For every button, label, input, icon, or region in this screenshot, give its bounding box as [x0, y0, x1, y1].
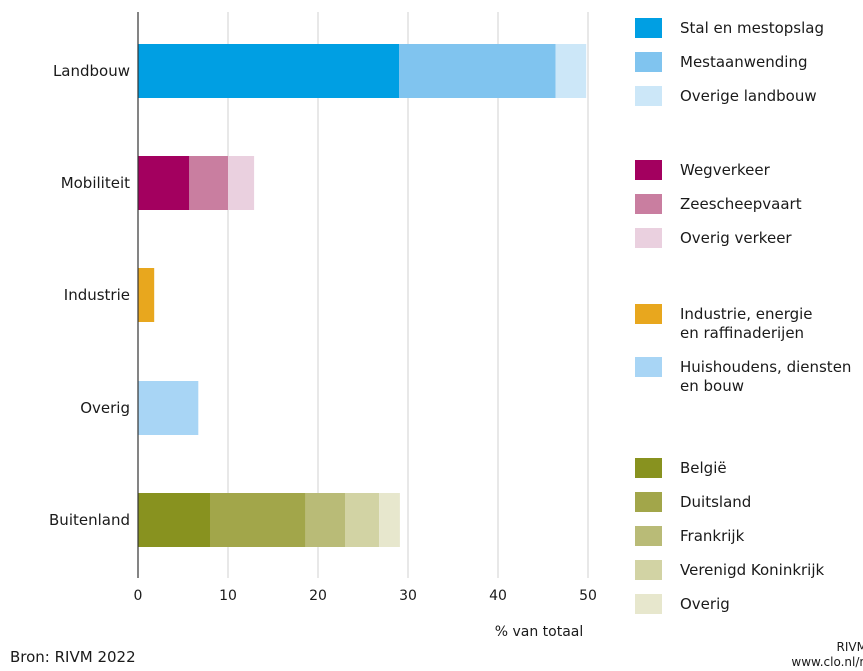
x-tick-20: 20: [309, 588, 327, 604]
legend-label-industrie-energie-en-raffinaderijen: Industrie, energie: [680, 305, 813, 323]
legend-label-overig: Overig: [680, 595, 730, 613]
legend-swatch-overig: [635, 594, 662, 614]
bar-buitenland-overig: [379, 493, 400, 547]
category-labels: Landbouw Mobiliteit Industrie Overig Buitenl…: [49, 62, 130, 529]
category-label-industrie: Industrie: [64, 286, 130, 304]
legend-swatch-stal-en-mestopslag: [635, 18, 662, 38]
legend-label-industrie-energie-en-raffinaderijen-line2: en raffinaderijen: [680, 324, 804, 342]
category-label-mobiliteit: Mobiliteit: [61, 174, 130, 192]
x-tick-labels: 0 10 20 30 40 50: [134, 588, 597, 604]
legend: Stal en mestopslag Mestaanwending Overige …: [635, 18, 851, 614]
category-label-buitenland: Buitenland: [49, 511, 130, 529]
x-axis-title: % van totaal: [495, 624, 584, 640]
legend-label-frankrijk: Frankrijk: [680, 527, 745, 545]
legend-swatch-frankrijk: [635, 526, 662, 546]
bar-buitenland-belgie: [138, 493, 210, 547]
legend-label-huishoudens-diensten-en-bouw: Huishoudens, diensten: [680, 358, 851, 376]
bar-overig-huishoudens-diensten-en-bouw: [138, 381, 199, 435]
legend-swatch-huishoudens-diensten-en-bouw: [635, 357, 662, 377]
bar-buitenland-verenigd-koninkrijk: [345, 493, 380, 547]
legend-swatch-verenigd-koninkrijk: [635, 560, 662, 580]
grid-lines: [227, 12, 589, 578]
category-label-landbouw: Landbouw: [53, 62, 130, 80]
legend-label-huishoudens-diensten-en-bouw-line2: en bouw: [680, 377, 744, 395]
bar-landbouw-overige-landbouw: [555, 44, 587, 98]
category-label-overig: Overig: [80, 399, 130, 417]
x-tick-30: 30: [399, 588, 417, 604]
bar-mobiliteit-overig-verkeer: [228, 156, 255, 210]
legend-label-mestaanwending: Mestaanwending: [680, 53, 807, 71]
legend-label-zeescheepvaart: Zeescheepvaart: [680, 195, 802, 213]
legend-swatch-zeescheepvaart: [635, 194, 662, 214]
x-tick-0: 0: [134, 588, 143, 604]
x-tick-40: 40: [489, 588, 507, 604]
legend-swatch-overige-landbouw: [635, 86, 662, 106]
bar-mobiliteit-zeescheepvaart: [189, 156, 228, 210]
bar-mobiliteit-wegverkeer: [138, 156, 190, 210]
bar-buitenland-duitsland: [210, 493, 306, 547]
legend-label-wegverkeer: Wegverkeer: [680, 161, 771, 179]
bar-landbouw-mestaanwending: [399, 44, 556, 98]
legend-swatch-belgie: [635, 458, 662, 478]
bar-buitenland-frankrijk: [305, 493, 345, 547]
x-tick-10: 10: [219, 588, 237, 604]
legend-swatch-wegverkeer: [635, 160, 662, 180]
legend-swatch-industrie-energie-en-raffinaderijen: [635, 304, 662, 324]
legend-label-overige-landbouw: Overige landbouw: [680, 87, 817, 105]
legend-label-belgie: België: [680, 459, 727, 477]
legend-label-duitsland: Duitsland: [680, 493, 751, 511]
legend-swatch-overig-verkeer: [635, 228, 662, 248]
legend-label-stal-en-mestopslag: Stal en mestopslag: [680, 19, 824, 37]
bars: [138, 44, 587, 547]
x-tick-50: 50: [579, 588, 597, 604]
legend-label-verenigd-koninkrijk: Verenigd Koninkrijk: [680, 561, 825, 579]
source-note: Bron: RIVM 2022: [10, 648, 136, 666]
legend-swatch-duitsland: [635, 492, 662, 512]
legend-label-overig-verkeer: Overig verkeer: [680, 229, 792, 247]
bar-landbouw-stal-en-mestopslag: [138, 44, 399, 98]
credit-label: RIVM: [836, 640, 863, 654]
credit-url: www.clo.nl/n: [791, 655, 863, 669]
bar-industrie-industrie-energie-en-raffinaderijen: [138, 268, 155, 322]
legend-swatch-mestaanwending: [635, 52, 662, 72]
